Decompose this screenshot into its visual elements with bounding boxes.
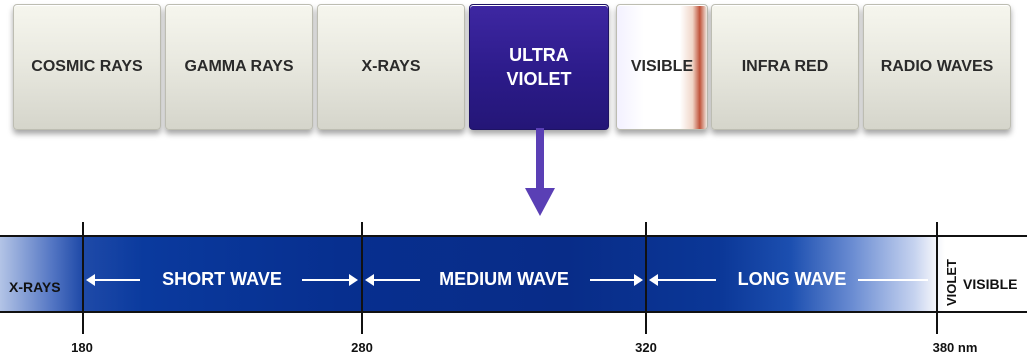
medium-wave-arrowhead-left xyxy=(365,274,374,286)
band-gradient xyxy=(0,237,1027,311)
spectrum-block-radio-waves: RADIO WAVES xyxy=(863,4,1011,130)
tick-label-320: 320 xyxy=(635,340,657,355)
spectrum-block-label: INFRA RED xyxy=(741,58,829,76)
tick-line-280 xyxy=(361,222,363,334)
spectrum-block-infra-red: INFRA RED xyxy=(711,4,859,130)
medium-wave-arrow-right xyxy=(590,279,635,281)
short-wave-arrow-right xyxy=(302,279,350,281)
long-wave-arrow-left xyxy=(656,279,716,281)
spectrum-block-visible: VISIBLE xyxy=(616,4,708,130)
tick-line-180 xyxy=(82,222,84,334)
short-wave-arrowhead-right xyxy=(349,274,358,286)
spectrum-block-label: RADIO WAVES xyxy=(880,58,994,76)
long-wave-label: LONG WAVE xyxy=(737,269,847,289)
tick-label-380-nm: 380 nm xyxy=(932,340,978,355)
band-top-border xyxy=(0,235,1027,237)
medium-wave-arrowhead-right xyxy=(634,274,643,286)
violet-rotated-label: VIOLET xyxy=(944,259,959,306)
spectrum-block-label: COSMIC RAYS xyxy=(31,58,143,76)
spectrum-block-label-line-2: VIOLET xyxy=(506,69,572,89)
tick-line-320 xyxy=(645,222,647,334)
down-arrow-icon xyxy=(525,128,555,216)
spectrum-block-ultra-violet: ULTRA VIOLET xyxy=(469,4,609,130)
long-wave-arrowhead-left xyxy=(649,274,658,286)
tick-label-280: 280 xyxy=(351,340,373,355)
electromagnetic-spectrum-row: COSMIC RAYS GAMMA RAYS X-RAYS ULTRA VIOL… xyxy=(0,0,1027,140)
spectrum-block-cosmic-rays: COSMIC RAYS xyxy=(13,4,161,130)
ultraviolet-wavelength-band: X-RAYS SHORT WAVE MEDIUM WAVE LONG WAVE … xyxy=(0,222,1027,334)
spectrum-block-gamma-rays: GAMMA RAYS xyxy=(165,4,313,130)
band-bottom-border xyxy=(0,311,1027,313)
short-wave-arrowhead-left xyxy=(86,274,95,286)
visible-label: VISIBLE xyxy=(963,276,1018,292)
band-left-label: X-RAYS xyxy=(9,279,61,295)
spectrum-block-label: X-RAYS xyxy=(361,58,421,76)
short-wave-arrow-left xyxy=(92,279,140,281)
spectrum-block-x-rays: X-RAYS xyxy=(317,4,465,130)
medium-wave-label: MEDIUM WAVE xyxy=(439,269,569,289)
medium-wave-arrow-left xyxy=(372,279,420,281)
short-wave-label: SHORT WAVE xyxy=(162,269,282,289)
tick-line-380 xyxy=(936,222,938,334)
spectrum-block-label-line-1: ULTRA xyxy=(509,44,569,65)
long-wave-arrow-right xyxy=(858,279,928,281)
spectrum-block-label: VISIBLE xyxy=(630,58,694,76)
spectrum-block-label: GAMMA RAYS xyxy=(184,58,294,76)
tick-label-180: 180 xyxy=(71,340,93,355)
